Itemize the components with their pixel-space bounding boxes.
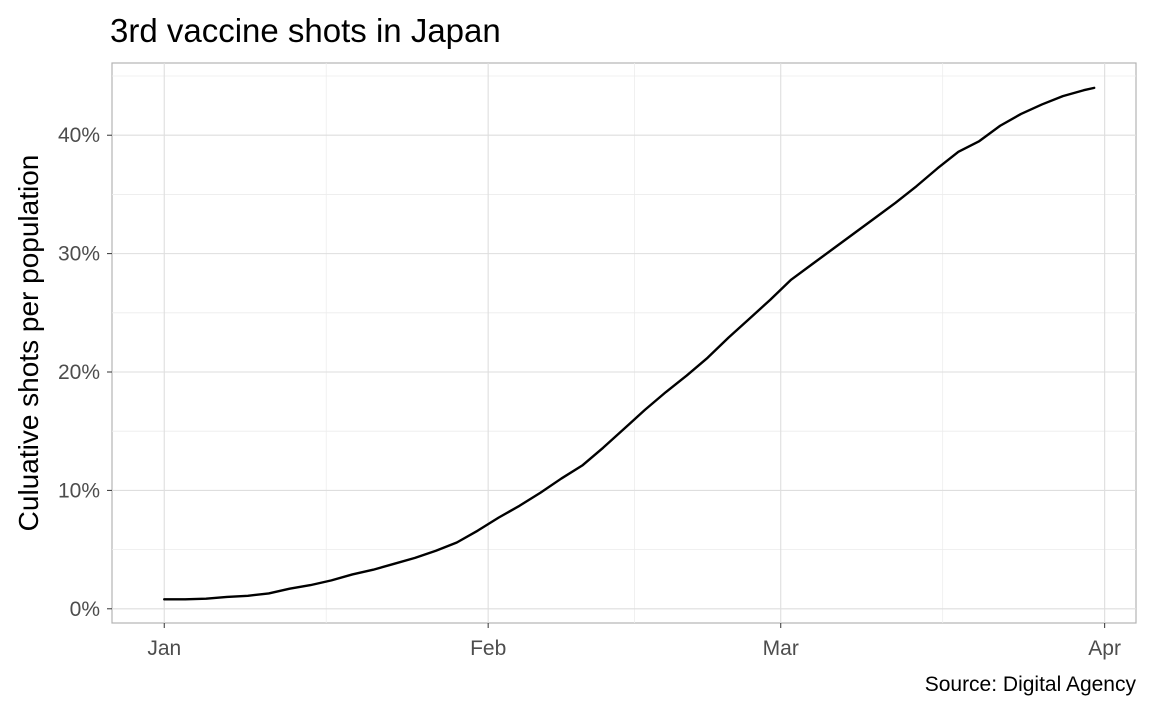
y-tick-label: 10%	[58, 479, 100, 502]
x-tick-label: Apr	[1088, 637, 1121, 660]
series-line	[163, 86, 1096, 601]
x-axis: Jan Feb Mar Apr	[147, 623, 1121, 660]
major-gridlines	[112, 63, 1136, 623]
minor-gridlines	[112, 63, 1136, 623]
x-tick-label: Mar	[763, 637, 799, 660]
y-tick-label: 30%	[58, 243, 100, 266]
series-layer	[163, 86, 1096, 601]
x-tick-label: Feb	[470, 637, 506, 660]
y-tick-label: 40%	[58, 124, 100, 147]
y-tick-label: 0%	[70, 598, 100, 621]
chart-title: 3rd vaccine shots in Japan	[110, 12, 501, 49]
x-tick-label: Jan	[147, 637, 181, 660]
source-caption: Source: Digital Agency	[925, 673, 1137, 696]
plot-panel	[111, 62, 1137, 624]
y-tick-label: 20%	[58, 361, 100, 384]
y-axis: 0% 10% 20% 30% 40%	[58, 124, 112, 621]
y-axis-label: Culuative shots per population	[13, 155, 44, 532]
